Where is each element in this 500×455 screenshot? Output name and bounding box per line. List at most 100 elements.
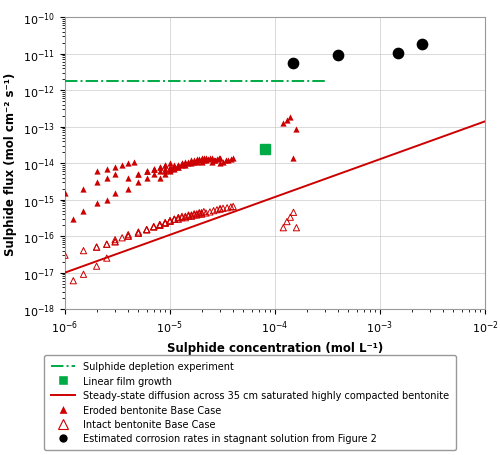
Point: [418, 41, 426, 48]
Point: [166, 166, 174, 173]
Point: [103, 241, 111, 248]
X-axis label: Sulphide concentration (mol L⁻¹): Sulphide concentration (mol L⁻¹): [167, 341, 383, 354]
Point: [142, 227, 150, 234]
Point: [61, 252, 69, 259]
Point: [193, 156, 201, 163]
Point: [283, 218, 291, 226]
Point: [103, 166, 111, 173]
Point: [196, 210, 203, 217]
Point: [166, 218, 174, 225]
Point: [174, 215, 182, 222]
Point: [150, 171, 158, 178]
Point: [198, 159, 205, 166]
Point: [161, 220, 169, 227]
Point: [56, 222, 64, 229]
Point: [174, 162, 182, 169]
Point: [212, 157, 220, 164]
Point: [184, 213, 192, 220]
Point: [161, 171, 169, 178]
Point: [184, 160, 192, 167]
Point: [56, 284, 64, 291]
Point: [190, 212, 198, 219]
Point: [193, 211, 201, 218]
Point: [161, 220, 169, 227]
Point: [92, 179, 100, 187]
Point: [44, 295, 52, 302]
Point: [156, 222, 164, 229]
Point: [150, 224, 158, 231]
Point: [290, 61, 298, 68]
Point: [182, 215, 190, 222]
Point: [227, 156, 235, 163]
Point: [188, 213, 196, 220]
Point: [184, 212, 192, 219]
Point: [227, 204, 235, 211]
Point: [170, 164, 178, 171]
Point: [80, 248, 88, 255]
Point: [166, 168, 174, 176]
Point: [80, 186, 88, 193]
Point: [202, 155, 210, 162]
Point: [190, 159, 198, 166]
Point: [111, 190, 119, 197]
Point: [206, 209, 214, 216]
Point: [193, 159, 201, 166]
Point: [216, 160, 224, 167]
Point: [213, 156, 221, 163]
Point: [134, 171, 142, 178]
Point: [170, 216, 178, 223]
Point: [170, 164, 178, 171]
Point: [92, 168, 100, 176]
Point: [170, 162, 178, 169]
Point: [156, 175, 164, 182]
Point: [142, 227, 150, 234]
Point: [124, 232, 132, 239]
Point: [124, 233, 132, 240]
Point: [182, 159, 190, 166]
Point: [178, 160, 186, 167]
Point: [70, 278, 78, 285]
Point: [286, 214, 294, 222]
Point: [196, 157, 203, 165]
Point: [292, 126, 300, 134]
Point: [188, 159, 196, 166]
Point: [166, 164, 174, 171]
Point: [142, 168, 150, 176]
Point: [292, 225, 300, 232]
Point: [174, 215, 182, 222]
Point: [161, 166, 169, 173]
Point: [208, 159, 216, 166]
Point: [134, 229, 142, 236]
Point: [111, 238, 119, 246]
Point: [219, 205, 227, 212]
Point: [286, 115, 294, 122]
Point: [290, 155, 298, 162]
Point: [70, 216, 78, 223]
Point: [178, 213, 186, 220]
Point: [196, 211, 203, 218]
Point: [190, 157, 198, 165]
Point: [198, 211, 205, 218]
Point: [280, 120, 287, 127]
Y-axis label: Sulphide flux (mol cm⁻² s⁻¹): Sulphide flux (mol cm⁻² s⁻¹): [4, 72, 18, 255]
Point: [188, 212, 196, 219]
Point: [103, 255, 111, 262]
Point: [134, 171, 142, 178]
Point: [219, 159, 227, 166]
Point: [283, 117, 291, 125]
Legend: Sulphide depletion experiment, Linear film growth, Steady-state diffusion across: Sulphide depletion experiment, Linear fi…: [44, 355, 456, 450]
Point: [198, 210, 205, 217]
Point: [170, 216, 178, 223]
Point: [174, 164, 182, 171]
Point: [150, 224, 158, 231]
Point: [103, 241, 111, 248]
Point: [111, 164, 119, 171]
Point: [170, 216, 178, 223]
Point: [103, 175, 111, 182]
Point: [92, 244, 100, 251]
Point: [200, 157, 208, 165]
Point: [182, 160, 190, 167]
Point: [142, 168, 150, 176]
Point: [182, 162, 190, 169]
Point: [92, 200, 100, 207]
